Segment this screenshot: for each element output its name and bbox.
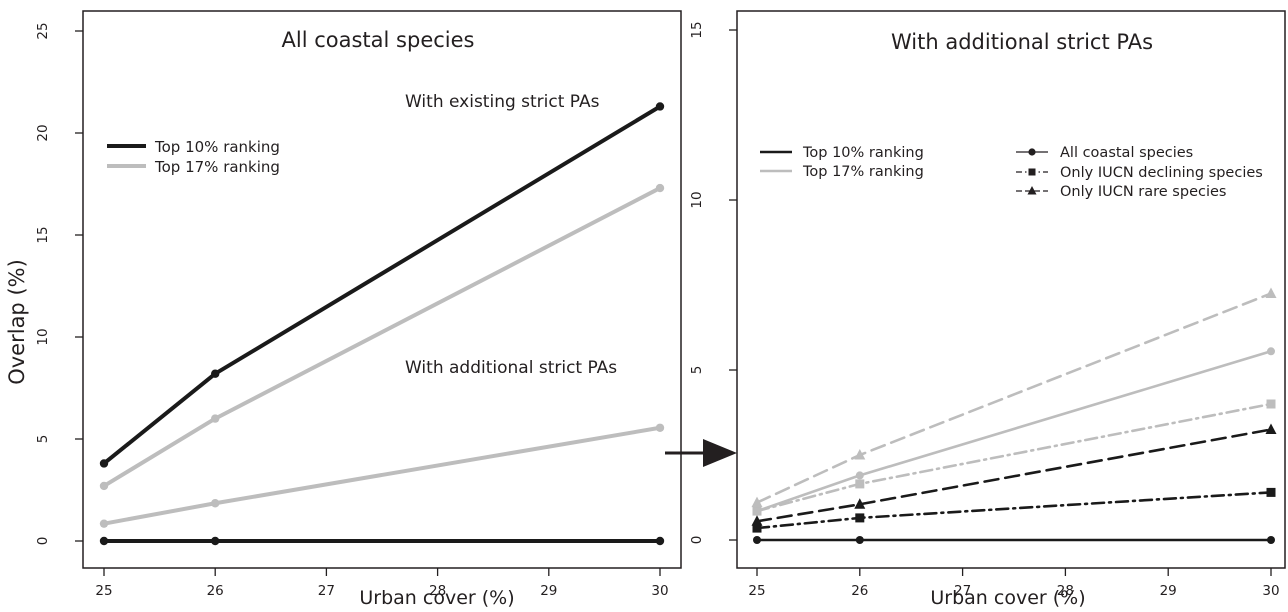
left-x-tick-label: 26 <box>207 583 224 599</box>
right-data-point <box>751 515 763 526</box>
right-series-line <box>755 349 1273 513</box>
transition-arrow <box>665 439 737 467</box>
left-data-point <box>655 423 665 432</box>
left-chart-title: All coastal species <box>282 28 475 52</box>
right-chart-panel: With additional strict PAs Urban cover (… <box>689 10 1286 609</box>
right-series-line <box>755 491 1273 530</box>
left-data-point <box>99 519 109 528</box>
left-x-tick-label: 28 <box>429 583 446 599</box>
left-data-point <box>655 183 665 193</box>
right-y-tick-label: 5 <box>689 366 705 375</box>
legend-marker-circle <box>1028 148 1036 156</box>
annotation-existing-pas: With existing strict PAs <box>405 92 600 112</box>
legend-label-top17: Top 17% ranking <box>154 158 280 176</box>
right-x-tick-label: 26 <box>851 583 868 599</box>
left-y-tick-label: 0 <box>35 537 51 546</box>
right-data-point <box>854 498 866 509</box>
right-data-point <box>1266 399 1276 409</box>
right-x-tick-label: 28 <box>1057 583 1074 599</box>
left-series-line <box>102 425 662 526</box>
right-legend-styles: All coastal species Only IUCN declining … <box>1016 145 1263 200</box>
right-data-point <box>1267 347 1275 356</box>
left-y-tick-label: 25 <box>35 22 51 39</box>
right-x-axis-label: Urban cover (%) <box>930 587 1085 609</box>
right-y-tick-label: 15 <box>689 21 705 38</box>
right-data-point <box>1266 487 1276 497</box>
legend-marker-square <box>1028 168 1036 176</box>
right-series-line <box>755 402 1273 513</box>
right-legend-colors: Top 10% ranking Top 17% ranking <box>760 145 924 180</box>
left-x-tick-label: 29 <box>540 583 557 599</box>
right-data-point <box>1265 287 1277 298</box>
left-data-point <box>99 481 109 491</box>
left-data-point <box>211 369 220 378</box>
left-series <box>99 102 665 546</box>
right-data-point <box>752 506 762 516</box>
right-data-point <box>753 536 761 544</box>
legend-label-all-coastal: All coastal species <box>1060 145 1193 161</box>
left-y-tick-label: 10 <box>35 328 51 345</box>
annotation-additional-pas: With additional strict PAs <box>405 358 617 378</box>
y-axis-label: Overlap (%) <box>5 259 29 385</box>
left-x-tick-label: 27 <box>318 583 335 599</box>
right-axes: 25 26 27 28 29 30 0 5 10 15 <box>689 21 1280 599</box>
left-y-tick-label: 20 <box>35 124 51 141</box>
left-plot-frame <box>82 10 682 569</box>
left-x-axis-label: Urban cover (%) <box>359 587 514 609</box>
right-data-point <box>855 513 865 523</box>
left-data-point <box>99 459 109 468</box>
legend-label-top10-right: Top 10% ranking <box>802 145 924 161</box>
right-x-tick-label: 30 <box>1262 583 1279 599</box>
right-chart-title: With additional strict PAs <box>891 30 1153 54</box>
legend-label-top17-right: Top 17% ranking <box>802 164 924 180</box>
right-data-point <box>855 471 864 480</box>
right-x-tick-label: 27 <box>954 583 971 599</box>
right-data-point <box>1265 423 1277 434</box>
left-legend: Top 10% ranking Top 17% ranking <box>107 138 280 176</box>
left-chart-panel: All coastal species With existing strict… <box>35 10 682 609</box>
right-data-point <box>855 536 864 544</box>
legend-label-declining: Only IUCN declining species <box>1060 165 1263 181</box>
left-data-point <box>99 536 109 546</box>
left-x-tick-label: 30 <box>651 583 668 599</box>
right-y-tick-label: 0 <box>689 536 705 545</box>
right-data-point <box>751 496 763 508</box>
left-y-tick-label: 5 <box>35 435 51 444</box>
left-data-point <box>655 536 665 546</box>
legend-label-rare: Only IUCN rare species <box>1060 184 1226 200</box>
right-series <box>751 287 1277 544</box>
right-data-point <box>854 449 866 460</box>
left-x-tick-label: 25 <box>95 583 112 599</box>
right-x-tick-label: 29 <box>1160 583 1177 599</box>
right-y-tick-label: 10 <box>689 191 705 208</box>
left-data-point <box>211 499 220 508</box>
legend-label-top10: Top 10% ranking <box>154 138 280 156</box>
right-data-point <box>752 523 762 533</box>
right-data-point <box>855 479 865 489</box>
right-plot-frame <box>736 10 1286 569</box>
left-axes: 25 26 27 28 29 30 0 5 10 15 20 25 <box>35 22 669 599</box>
left-y-tick-label: 15 <box>35 226 51 243</box>
legend-marker-triangle <box>1027 186 1037 195</box>
right-series-line <box>755 292 1273 504</box>
left-data-point <box>211 536 220 546</box>
left-data-point <box>211 414 220 423</box>
right-data-point <box>1267 536 1275 544</box>
right-x-tick-label: 25 <box>748 583 765 599</box>
left-data-point <box>655 102 665 111</box>
